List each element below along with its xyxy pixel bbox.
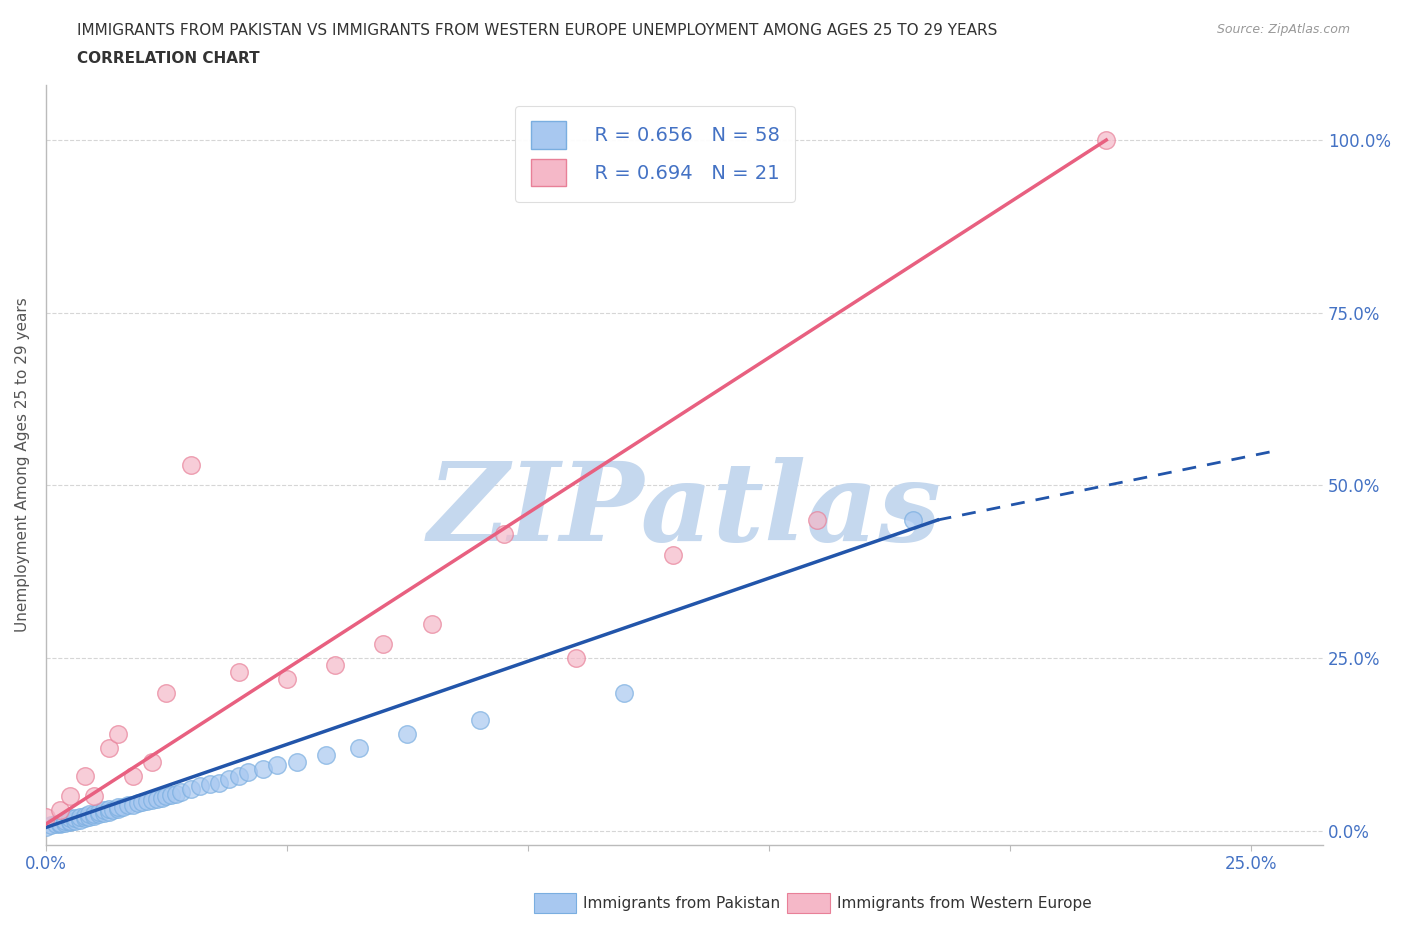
Point [97,802,120,817]
Point [661,547,683,562]
Point [107,799,129,814]
Text: Source: ZipAtlas.com: Source: ZipAtlas.com [1216,23,1350,36]
Point [53,813,76,828]
Point [208,775,231,790]
Point [180,782,202,797]
Text: CORRELATION CHART: CORRELATION CHART [77,51,260,66]
Point [238,764,260,779]
Point [69,810,91,825]
Point [276,671,298,686]
Point [83,789,105,804]
Point [285,754,308,769]
Point [131,794,153,809]
Point [87,804,110,819]
Point [117,797,139,812]
Y-axis label: Unemployment Among Ages 25 to 29 years: Unemployment Among Ages 25 to 29 years [15,298,30,632]
Point [59,815,82,830]
Point [165,786,187,801]
Point [35,810,58,825]
Point [97,740,120,755]
Point [83,808,105,823]
Point [468,713,491,728]
Point [613,685,636,700]
Point [141,792,163,807]
Point [141,754,163,769]
Point [218,772,240,787]
Point [228,768,250,783]
Point [87,806,110,821]
Text: ZIPatlas: ZIPatlas [427,457,942,565]
Point [93,805,115,820]
Point [73,808,96,823]
Point [146,791,169,806]
Point [121,797,143,812]
Point [59,813,82,828]
Point [69,813,91,828]
Text: IMMIGRANTS FROM PAKISTAN VS IMMIGRANTS FROM WESTERN EUROPE UNEMPLOYMENT AMONG AG: IMMIGRANTS FROM PAKISTAN VS IMMIGRANTS F… [77,23,998,38]
Point [103,803,125,817]
Point [73,811,96,826]
Point [1095,133,1118,148]
Point [492,526,515,541]
Point [396,726,419,741]
Point [420,617,443,631]
Point [150,790,173,805]
Text: Immigrants from Western Europe: Immigrants from Western Europe [837,897,1091,911]
Point [35,820,58,835]
Point [63,813,86,828]
Point [97,804,120,819]
Point [903,512,925,527]
Point [79,810,101,825]
Point [59,789,82,804]
Point [266,758,288,773]
Point [155,685,177,700]
Point [39,818,62,833]
Point [73,768,96,783]
Point [323,658,346,672]
Point [93,803,115,817]
Point [127,796,149,811]
Point [49,817,72,831]
Point [121,768,143,783]
Text: Immigrants from Pakistan: Immigrants from Pakistan [583,897,780,911]
Point [565,651,588,666]
Point [252,762,274,777]
Point [59,811,82,826]
Point [198,777,221,791]
Point [170,785,193,800]
Point [107,726,129,741]
Point [49,816,72,830]
Point [806,512,828,527]
Point [315,748,337,763]
Point [79,807,101,822]
Point [155,789,177,804]
Point [53,816,76,830]
Point [83,806,105,821]
Point [63,811,86,826]
Point [45,817,67,831]
Point [160,788,183,803]
Point [180,458,202,472]
Point [112,799,135,814]
Point [49,803,72,817]
Point [228,665,250,680]
Point [107,802,129,817]
Point [373,637,395,652]
Legend:   R = 0.656   N = 58,   R = 0.694   N = 21: R = 0.656 N = 58, R = 0.694 N = 21 [516,106,794,202]
Point [349,740,371,755]
Point [136,793,159,808]
Point [188,778,211,793]
